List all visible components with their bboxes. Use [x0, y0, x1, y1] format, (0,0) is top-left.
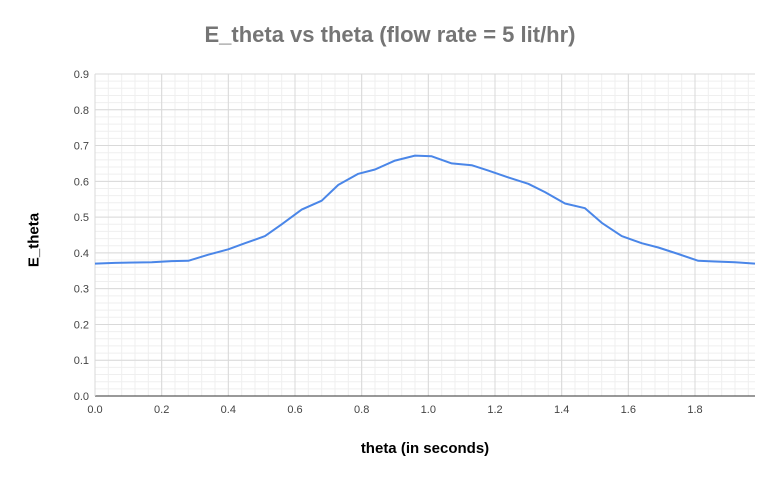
- y-tick-label: 0.2: [74, 319, 89, 331]
- x-tick-label: 0.2: [154, 404, 169, 416]
- x-tick-label: 0.8: [354, 404, 369, 416]
- chart-title: E_theta vs theta (flow rate = 5 lit/hr): [204, 22, 576, 47]
- x-tick-label: 1.4: [554, 404, 569, 416]
- series-line: [94, 154, 756, 265]
- data-series: [94, 154, 756, 265]
- y-tick-label: 0.6: [74, 176, 89, 188]
- x-tick-label: 1.6: [621, 404, 636, 416]
- y-tick-label: 0.3: [74, 284, 89, 296]
- tick-labels: 0.0 0.1 0.2 0.3 0.4 0.5 0.6 0.7 0.8 0.9 0.0 0.2 0.4 0…: [74, 69, 703, 416]
- x-axis-label: theta (in seconds): [360, 440, 490, 457]
- y-tick-label: 0.4: [74, 248, 89, 260]
- x-tick-label: 0.0: [87, 404, 102, 416]
- y-tick-label: 0.9: [74, 69, 89, 81]
- x-tick-label: 0.6: [287, 404, 302, 416]
- x-tick-label: 1.8: [687, 404, 702, 416]
- y-tick-label: 0.7: [74, 141, 89, 153]
- y-axis-label: E_theta: [25, 212, 43, 268]
- y-tick-label: 0.0: [74, 391, 89, 403]
- x-tick-label: 1.0: [421, 404, 436, 416]
- x-tick-label: 0.4: [221, 404, 236, 416]
- grid-lines: [94, 73, 755, 397]
- y-tick-label: 0.5: [74, 212, 89, 224]
- y-tick-label: 0.8: [74, 105, 89, 117]
- x-tick-label: 1.2: [487, 404, 502, 416]
- y-tick-label: 0.1: [74, 355, 89, 367]
